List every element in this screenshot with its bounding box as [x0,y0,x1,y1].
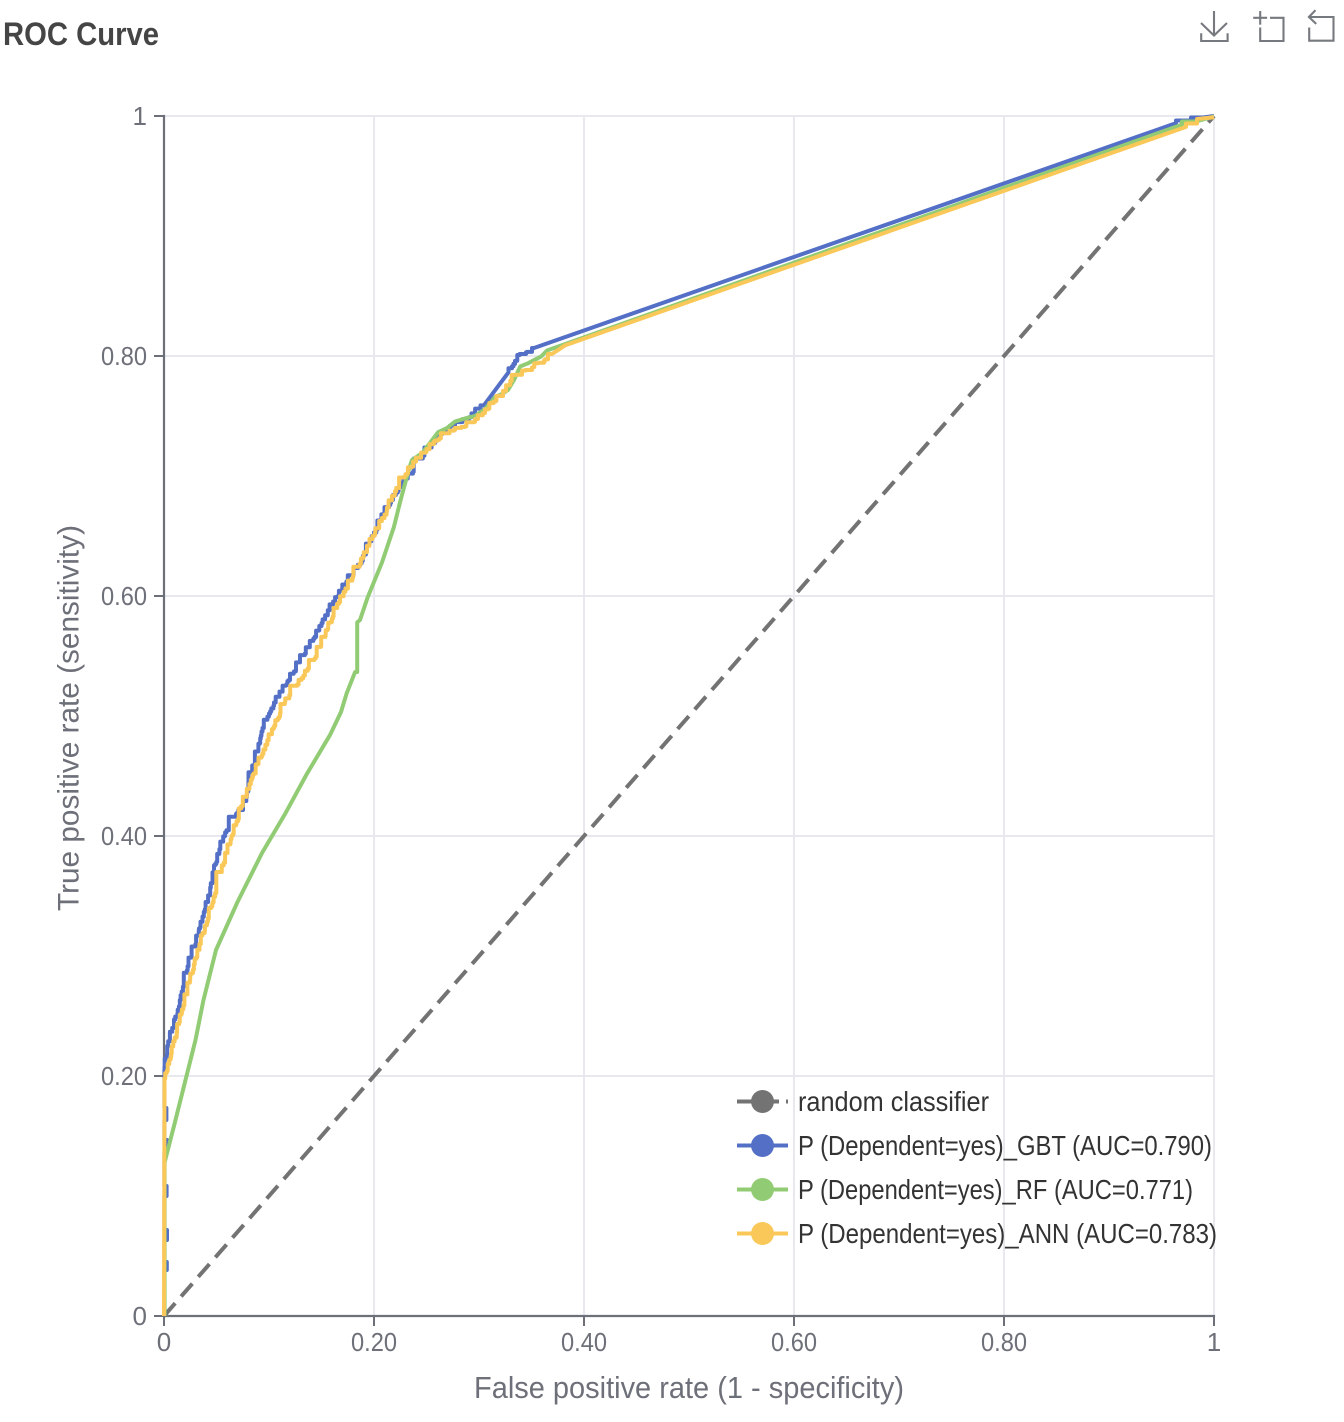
svg-text:0.40: 0.40 [101,821,147,851]
svg-text:0.20: 0.20 [351,1327,397,1357]
svg-text:1: 1 [1207,1327,1221,1357]
svg-text:0.80: 0.80 [981,1327,1027,1357]
svg-text:ROC Curve: ROC Curve [3,16,159,52]
svg-text:0.20: 0.20 [101,1061,147,1091]
svg-text:0: 0 [157,1327,171,1357]
svg-text:0.40: 0.40 [561,1327,607,1357]
svg-text:P (Dependent=yes)_RF (AUC=0.77: P (Dependent=yes)_RF (AUC=0.771) [798,1174,1193,1205]
svg-text:P (Dependent=yes)_ANN (AUC=0.7: P (Dependent=yes)_ANN (AUC=0.783) [798,1218,1217,1249]
svg-text:random classifier: random classifier [798,1086,989,1117]
svg-text:0.60: 0.60 [771,1327,817,1357]
svg-text:True positive rate (sensitivit: True positive rate (sensitivity) [53,525,86,911]
svg-text:0.60: 0.60 [101,581,147,611]
svg-text:0: 0 [133,1301,147,1331]
svg-text:False positive rate (1 - speci: False positive rate (1 - specificity) [474,1370,904,1405]
svg-text:1: 1 [133,101,147,131]
svg-text:P (Dependent=yes)_GBT (AUC=0.7: P (Dependent=yes)_GBT (AUC=0.790) [798,1130,1212,1161]
svg-text:0.80: 0.80 [101,341,147,371]
